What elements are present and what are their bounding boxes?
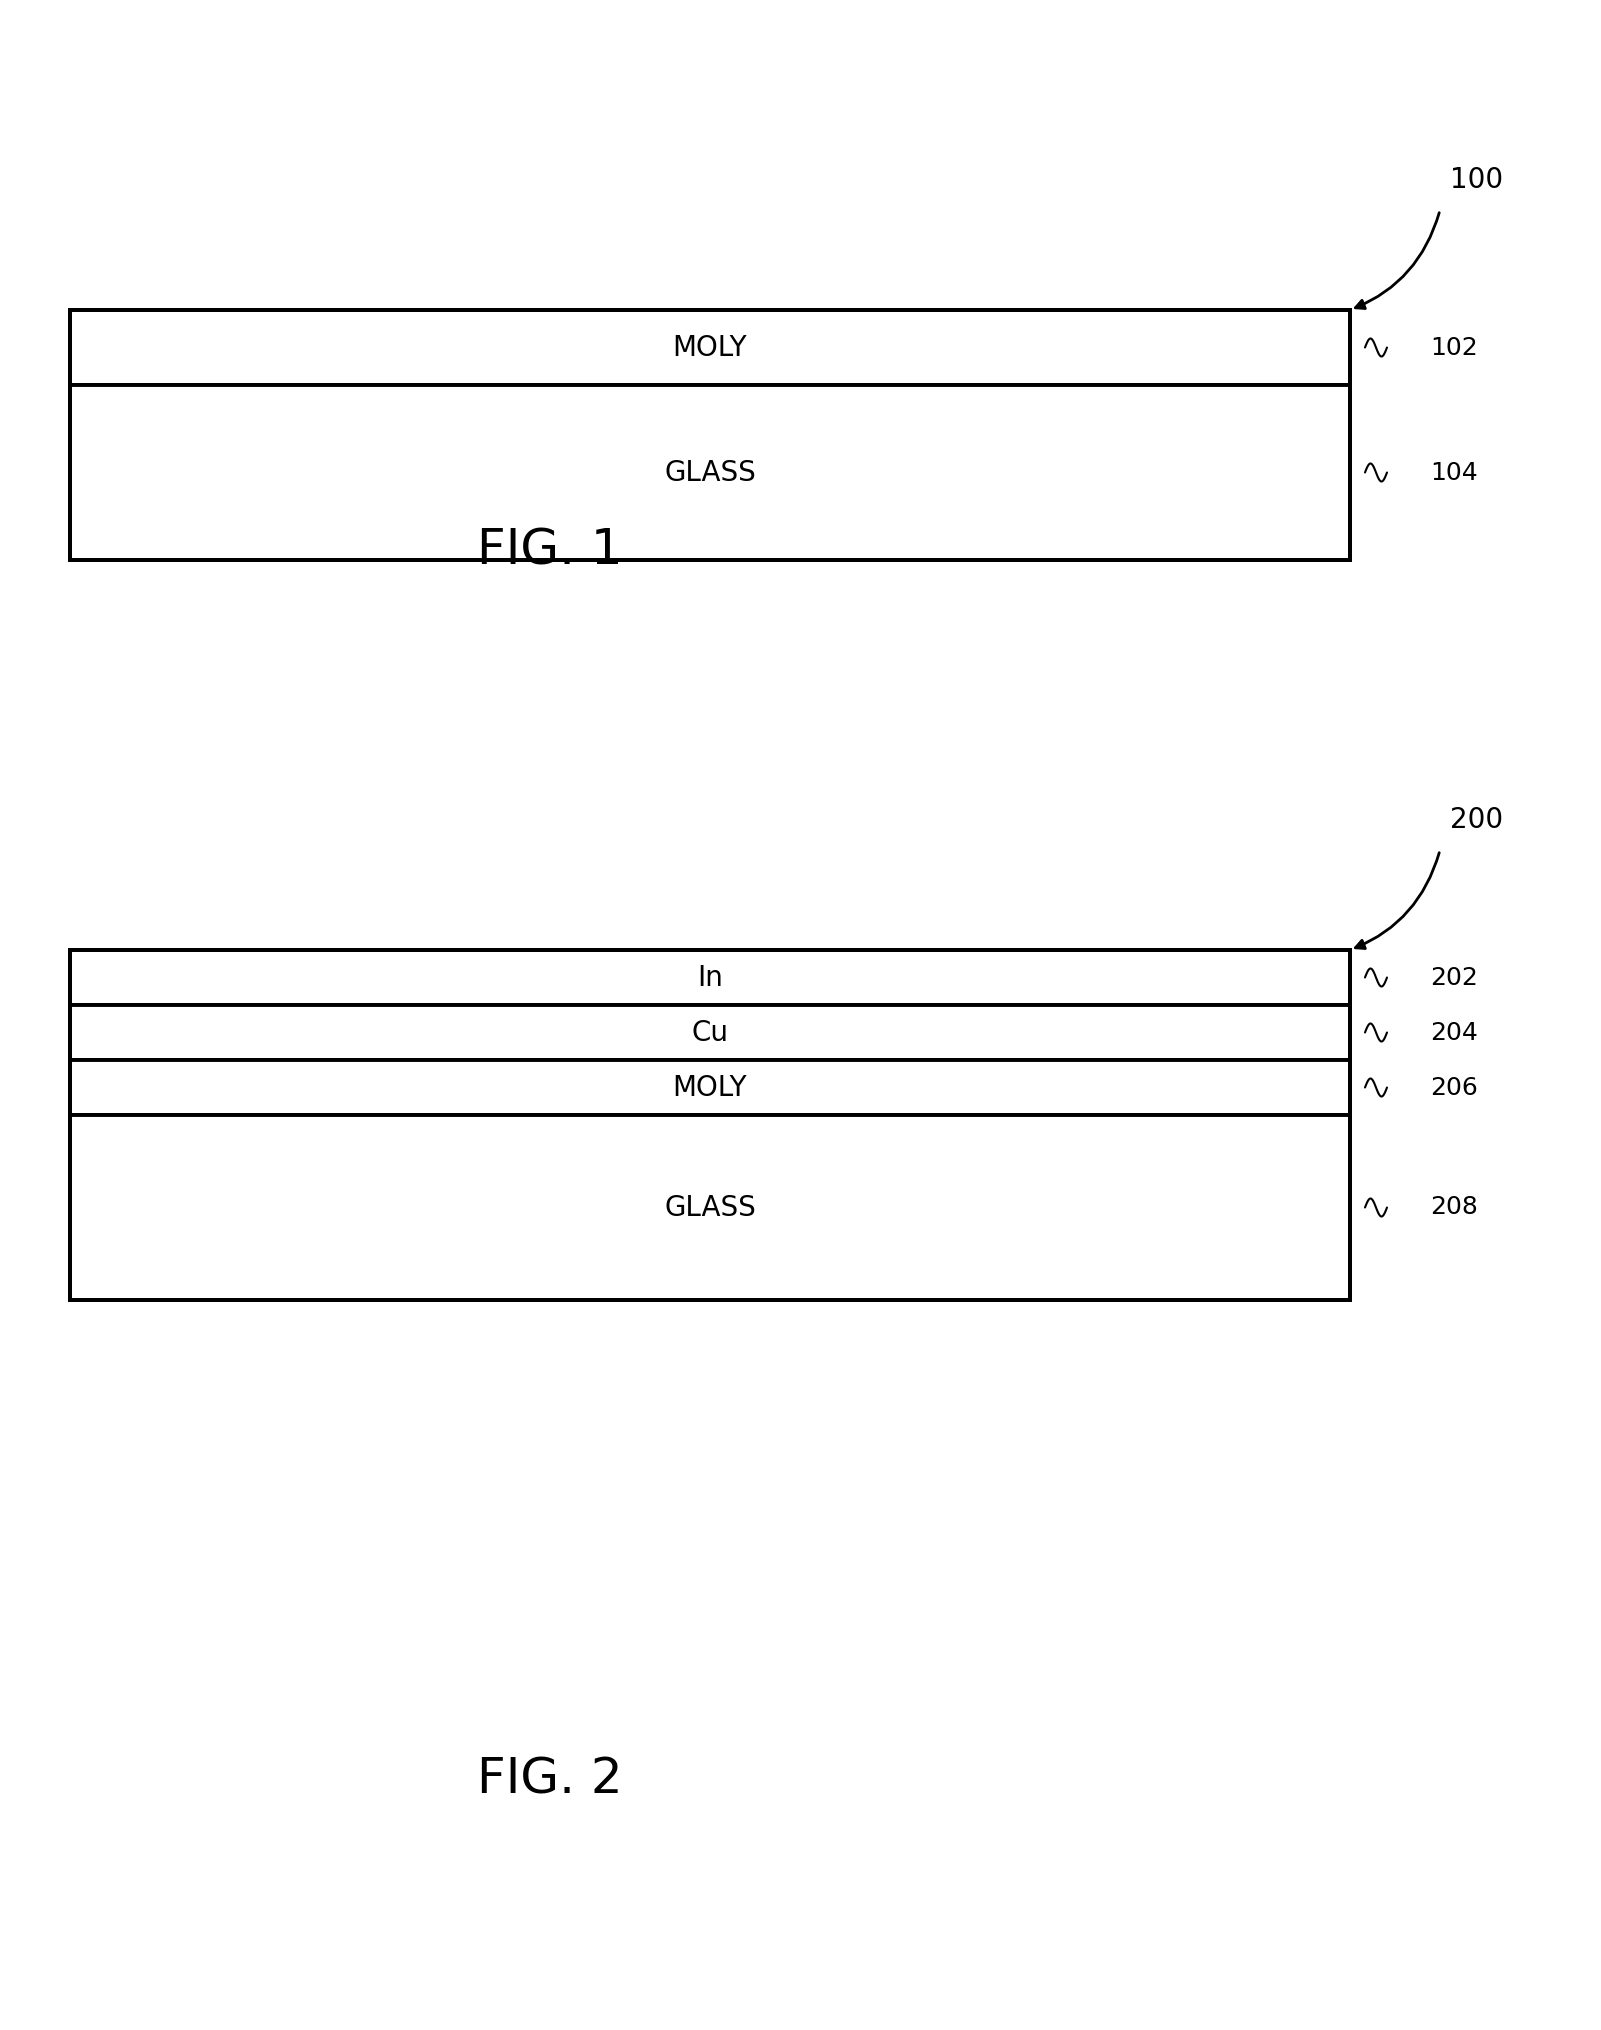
Bar (70, 950, 1350, 1005)
Text: Cu: Cu (692, 1019, 728, 1047)
Text: GLASS: GLASS (664, 459, 756, 487)
Bar (70, 1005, 1350, 1060)
Text: 204: 204 (1430, 1021, 1478, 1045)
Text: 208: 208 (1430, 1196, 1478, 1220)
Bar (70, 311, 1350, 560)
Text: GLASS: GLASS (664, 1194, 756, 1222)
Text: FIG. 2: FIG. 2 (477, 1756, 623, 1805)
Bar (70, 386, 1350, 560)
Text: 200: 200 (1451, 806, 1503, 834)
Text: In: In (696, 964, 724, 991)
Text: MOLY: MOLY (672, 333, 748, 361)
Text: MOLY: MOLY (672, 1074, 748, 1102)
Bar (70, 950, 1350, 1299)
Text: 104: 104 (1430, 461, 1478, 485)
Text: FIG. 1: FIG. 1 (477, 526, 623, 574)
Bar (70, 311, 1350, 386)
Bar (70, 1060, 1350, 1114)
Bar (70, 1114, 1350, 1299)
Text: 206: 206 (1430, 1076, 1478, 1100)
Text: 102: 102 (1430, 335, 1478, 359)
Text: 100: 100 (1451, 166, 1503, 195)
Text: 202: 202 (1430, 966, 1478, 989)
